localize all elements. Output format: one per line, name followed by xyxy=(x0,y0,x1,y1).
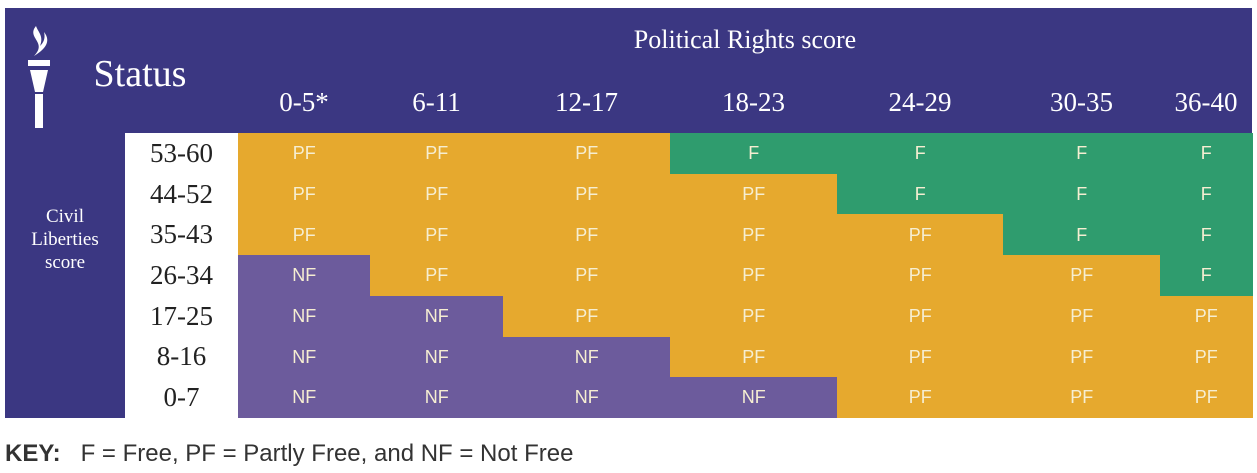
status-cell: PF xyxy=(670,214,838,256)
status-cell: PF xyxy=(1160,295,1253,338)
torch-icon xyxy=(28,26,50,128)
status-cell: PF xyxy=(1003,377,1161,419)
row-label: 17-25 xyxy=(150,300,213,331)
status-cell: NF xyxy=(238,336,371,378)
column-group-label: Political Rights score xyxy=(633,25,857,54)
status-cell: PF xyxy=(370,255,504,297)
row-label: 26-34 xyxy=(150,259,213,290)
row-label: 0-7 xyxy=(163,382,200,413)
status-cell: PF xyxy=(238,133,371,175)
status-cell: F xyxy=(837,133,1004,175)
status-cell: PF xyxy=(670,295,838,338)
column-header: 12-17 xyxy=(555,87,618,117)
status-cell: NF xyxy=(370,377,504,419)
status-cell: PF xyxy=(503,214,671,256)
row-label: 35-43 xyxy=(150,219,213,250)
status-cell: NF xyxy=(238,377,371,419)
status-cell: PF xyxy=(238,173,371,215)
status-cell: PF xyxy=(837,214,1004,256)
status-cell: NF xyxy=(503,377,671,419)
status-cell: PF xyxy=(1003,255,1161,297)
status-cell: PF xyxy=(670,255,838,297)
status-cell: PF xyxy=(503,295,671,338)
row-group-line: Liberties xyxy=(31,229,99,250)
column-header: 36-40 xyxy=(1174,87,1238,117)
status-cell: PF xyxy=(238,214,371,256)
status-cell: NF xyxy=(670,377,838,419)
status-cell: PF xyxy=(1160,336,1253,378)
status-cell: NF xyxy=(238,255,371,297)
status-cell: PF xyxy=(1003,336,1161,378)
row-label: 8-16 xyxy=(156,341,207,372)
status-cell: F xyxy=(1160,173,1253,215)
row-group-line: Civil xyxy=(45,206,84,227)
status-cell: F xyxy=(1003,173,1161,215)
status-cell: F xyxy=(837,173,1004,215)
side-band xyxy=(5,133,125,418)
row-label-column xyxy=(125,133,238,418)
row-label: 44-52 xyxy=(150,178,213,209)
key-text: F = Free, PF = Partly Free, and NF = Not… xyxy=(80,440,574,467)
status-cell: PF xyxy=(370,173,504,215)
row-group-line: score xyxy=(44,252,86,273)
status-cell: F xyxy=(1160,133,1253,175)
key-label: KEY: xyxy=(5,440,61,467)
key-line: KEY: F = Free, PF = Partly Free, and NF … xyxy=(5,440,573,468)
status-cell: PF xyxy=(1160,377,1253,419)
column-header: 24-29 xyxy=(888,87,952,117)
status-cell: PF xyxy=(837,336,1004,378)
column-header: 6-11 xyxy=(412,87,461,117)
status-cell: PF xyxy=(670,173,838,215)
status-cell: PF xyxy=(837,295,1004,338)
status-cell: NF xyxy=(370,336,504,378)
status-cell: PF xyxy=(670,336,838,378)
status-cell: PF xyxy=(503,255,671,297)
status-cell: PF xyxy=(837,255,1004,297)
row-group-label: Civil Liberties score xyxy=(5,205,125,274)
column-header: 0-5* xyxy=(279,87,329,117)
status-cell: NF xyxy=(370,295,504,338)
status-cell: PF xyxy=(503,133,671,175)
status-cell: NF xyxy=(238,295,371,338)
row-label: 53-60 xyxy=(150,137,213,168)
header-band xyxy=(5,8,1252,133)
status-cell: PF xyxy=(370,133,504,175)
column-header: 30-35 xyxy=(1050,87,1113,117)
status-cell: F xyxy=(1160,255,1253,297)
status-cell: PF xyxy=(503,173,671,215)
status-cell: PF xyxy=(1003,295,1161,338)
status-cell: PF xyxy=(837,377,1004,419)
status-cell: NF xyxy=(503,336,671,378)
status-cell: F xyxy=(1003,214,1161,256)
status-cell: F xyxy=(1160,214,1253,256)
status-cell: F xyxy=(670,133,838,175)
status-cell: F xyxy=(1003,133,1161,175)
column-header: 18-23 xyxy=(722,87,785,117)
status-cell: PF xyxy=(370,214,504,256)
status-title: Status xyxy=(93,53,187,95)
